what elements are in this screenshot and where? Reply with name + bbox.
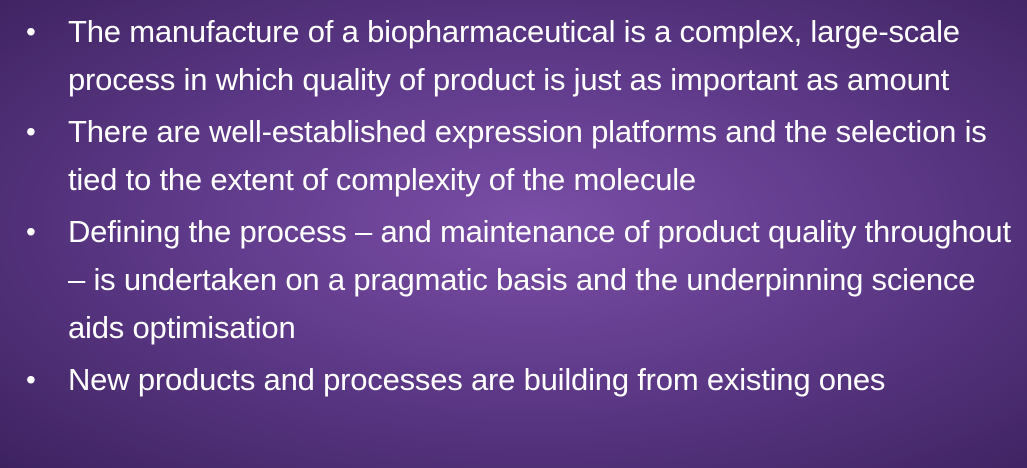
bullet-icon: •	[26, 364, 36, 395]
bullet-text: The manufacture of a biopharmaceutical i…	[68, 14, 960, 97]
bullet-icon: •	[26, 16, 36, 47]
bullet-icon: •	[26, 216, 36, 247]
bullet-text: Defining the process – and maintenance o…	[68, 214, 1011, 345]
bullet-item-3: • Defining the process – and maintenance…	[0, 208, 1027, 352]
bullet-text: New products and processes are building …	[68, 362, 886, 397]
bullet-item-4: • New products and processes are buildin…	[0, 356, 1027, 404]
bullet-item-1: • The manufacture of a biopharmaceutical…	[0, 8, 1027, 104]
bullet-list: • The manufacture of a biopharmaceutical…	[0, 8, 1027, 408]
bullet-text: There are well-established expression pl…	[68, 114, 987, 197]
bullet-item-2: • There are well-established expression …	[0, 108, 1027, 204]
bullet-icon: •	[26, 116, 36, 147]
